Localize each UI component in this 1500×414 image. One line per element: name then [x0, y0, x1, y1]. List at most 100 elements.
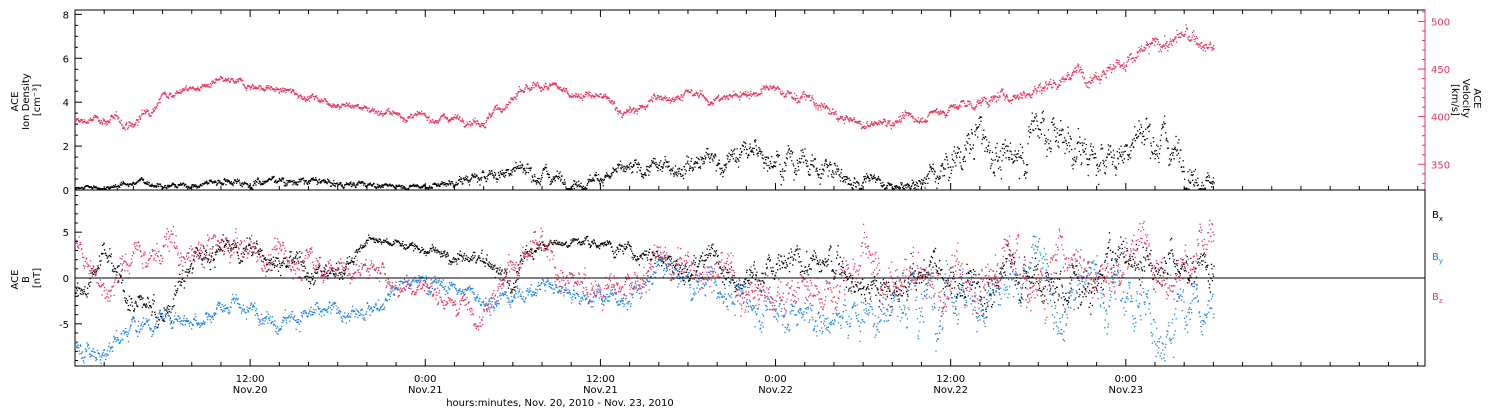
velocity-point: [427, 120, 428, 121]
density-point: [586, 188, 587, 189]
velocity-point: [398, 115, 399, 116]
density-point: [239, 180, 240, 181]
velocity-point: [1072, 72, 1073, 73]
velocity-point: [1116, 62, 1117, 63]
density-point: [958, 152, 959, 153]
velocity-point: [664, 97, 665, 98]
velocity-point: [297, 94, 298, 95]
density-point: [942, 175, 943, 176]
velocity-point: [336, 105, 337, 106]
velocity-point: [105, 121, 106, 122]
velocity-point: [1069, 75, 1070, 76]
velocity-point: [137, 125, 138, 126]
density-point: [1155, 158, 1156, 159]
density-point: [794, 170, 795, 171]
density-point: [847, 177, 848, 178]
density-point: [648, 170, 649, 171]
velocity-point: [822, 104, 823, 105]
density-point: [1025, 171, 1026, 172]
velocity-point: [838, 121, 839, 122]
velocity-point: [314, 99, 315, 100]
bx-point: [107, 258, 108, 259]
density-point: [663, 166, 664, 167]
density-point: [620, 161, 621, 162]
density-point: [165, 185, 166, 186]
velocity-point: [1110, 67, 1111, 68]
velocity-point: [571, 94, 572, 95]
velocity-point: [534, 84, 535, 85]
density-point: [1092, 151, 1093, 152]
density-point: [535, 180, 536, 181]
velocity-point: [152, 112, 153, 113]
density-point: [1131, 145, 1132, 146]
density-point: [1134, 126, 1135, 127]
density-point: [1056, 128, 1057, 129]
bx-point: [79, 288, 80, 289]
density-point: [922, 184, 923, 185]
velocity-point: [746, 96, 747, 97]
velocity-point: [581, 98, 582, 99]
velocity-point: [604, 96, 605, 97]
velocity-point: [599, 96, 600, 97]
density-point: [1123, 162, 1124, 163]
density-point: [721, 172, 722, 173]
velocity-point: [1002, 90, 1003, 91]
bx-point: [83, 293, 84, 294]
velocity-point: [244, 85, 245, 86]
velocity-point: [617, 113, 618, 114]
density-point: [560, 179, 561, 180]
density-point: [596, 175, 597, 176]
velocity-point: [833, 112, 834, 113]
velocity-point: [407, 121, 408, 122]
density-point: [350, 183, 351, 184]
density-point: [297, 184, 298, 185]
density-point: [580, 183, 581, 184]
density-point: [1180, 149, 1181, 150]
velocity-point: [372, 108, 373, 109]
velocity-point: [486, 122, 487, 123]
density-point: [836, 174, 837, 175]
density-point: [869, 178, 870, 179]
density-point: [233, 185, 234, 186]
density-point: [677, 169, 678, 170]
density-point: [788, 149, 789, 150]
density-point: [1153, 137, 1154, 138]
velocity-point: [1050, 79, 1051, 80]
density-point: [961, 165, 962, 166]
density-point: [971, 129, 972, 130]
density-point: [1056, 140, 1057, 141]
velocity-point: [896, 120, 897, 121]
density-point: [1028, 126, 1029, 127]
velocity-point: [154, 110, 155, 111]
density-point: [450, 183, 451, 184]
velocity-point: [622, 117, 623, 118]
density-point: [668, 161, 669, 162]
density-point: [1121, 156, 1122, 157]
b-field-tick-label--5: -5: [59, 320, 69, 331]
velocity-point: [749, 98, 750, 99]
density-point: [964, 156, 965, 157]
density-point: [838, 169, 839, 170]
velocity-point: [735, 95, 736, 96]
density-point: [283, 178, 284, 179]
density-point: [954, 162, 955, 163]
velocity-point: [274, 91, 275, 92]
velocity-point: [402, 121, 403, 122]
density-point: [1128, 156, 1129, 157]
density-point: [402, 185, 403, 186]
density-point: [1152, 153, 1153, 154]
density-point: [798, 166, 799, 167]
density-point: [736, 162, 737, 163]
velocity-point: [578, 94, 579, 95]
velocity-point: [181, 89, 182, 90]
density-point: [1122, 154, 1123, 155]
density-point: [951, 170, 952, 171]
density-point: [588, 182, 589, 183]
density-point: [994, 175, 995, 176]
density-point: [902, 187, 903, 188]
velocity-point: [869, 126, 870, 127]
velocity-point: [168, 96, 169, 97]
bx-point: [100, 264, 101, 265]
density-point: [871, 175, 872, 176]
density-point: [498, 172, 499, 173]
